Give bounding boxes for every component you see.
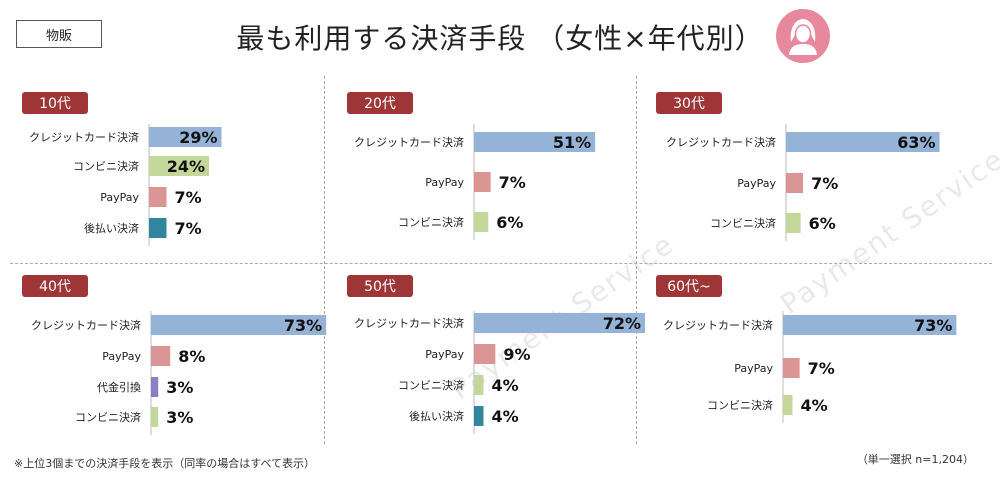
divider-vertical-right [636,76,637,444]
page-title: 最も利用する決済手段 （女性×年代別） [236,22,764,55]
data-label: 4% [801,396,828,415]
data-label: 73% [914,316,952,335]
bar-chart-30s: クレジットカード決済 63% PayPay 7% コンビニ決済 6% [666,124,940,241]
age-badge: 30代 [656,92,722,114]
woman-icon [776,9,830,63]
woman-icon-body [789,44,817,55]
bar [783,315,957,335]
bar [151,377,159,397]
chart-panel-60s: 60代~ クレジットカード決済 73% PayPay 7% コンビニ決済 4% [656,275,986,435]
category-label: コンビニ決済 [710,216,776,230]
data-label: 7% [808,359,835,378]
category-label: PayPay [737,177,776,190]
data-label: 63% [897,133,935,152]
age-badge: 50代 [347,275,413,297]
category-label: PayPay [734,362,773,375]
bar [474,375,484,395]
chart-panel-20s: 20代 クレジットカード決済 51% PayPay 7% コンビニ決済 6% [347,92,629,252]
data-label: 4% [492,376,519,395]
bar-chart-40s: クレジットカード決済 73% PayPay 8% 代金引換 3% コンビニ決済 3% [31,311,327,435]
bar [151,407,159,427]
bar-chart-20s: クレジットカード決済 51% PayPay 7% コンビニ決済 6% [354,124,596,240]
category-label: PayPay [425,176,464,189]
data-label: 3% [166,378,193,397]
data-label: 3% [166,408,193,427]
category-label: クレジットカード決済 [354,135,464,149]
bar [786,132,940,152]
age-badge: 40代 [22,275,88,297]
category-label: 代金引換 [97,380,141,394]
chart-panel-50s: 50代 クレジットカード決済 72% PayPay 9% コンビニ決済 4% 後払い決済 4% [347,275,645,435]
bar [786,213,801,233]
category-label: クレジットカード決済 [663,318,773,332]
data-label: 6% [496,213,523,232]
data-label: 24% [167,157,205,176]
bar [474,344,496,364]
chart-panel-30s: 30代 クレジットカード決済 63% PayPay 7% コンビニ決済 6% [656,92,986,252]
category-label: クレジットカード決済 [666,135,776,149]
divider-horizontal [10,263,992,264]
bar [786,173,804,193]
bar [474,313,645,333]
category-label: コンビニ決済 [75,410,141,424]
sample-size-note: （単一選択 n=1,204） [856,453,974,466]
bar-chart-50s: クレジットカード決済 72% PayPay 9% コンビニ決済 4% 後払い決済 4% [354,311,645,434]
category-label: PayPay [100,191,139,204]
bar [151,346,171,366]
data-label: 7% [499,173,526,192]
category-label: クレジットカード決済 [354,316,464,330]
data-label: 51% [553,133,591,152]
category-label: 後払い決済 [409,409,464,423]
age-badge: 10代 [22,92,88,114]
bar [149,218,167,238]
category-tag: 物販 [16,20,102,48]
bar-chart-60s: クレジットカード決済 73% PayPay 7% コンビニ決済 4% [663,311,957,423]
category-label: クレジットカード決済 [31,318,141,332]
data-label: 7% [811,174,838,193]
bar [149,127,222,147]
category-label: 後払い決済 [84,221,139,235]
bar-chart-10s: クレジットカード決済 29% コンビニ決済 24% PayPay 7% 後払い決済 7% [29,124,222,246]
bar [474,172,491,192]
data-label: 7% [175,188,202,207]
age-badge: 60代~ [656,275,722,297]
data-label: 8% [178,347,205,366]
bar [151,315,327,335]
data-label: 6% [809,214,836,233]
chart-panel-40s: 40代 クレジットカード決済 73% PayPay 8% 代金引換 3% コンビニ決済 3% [22,275,327,435]
data-label: 9% [503,345,530,364]
data-label: 72% [603,314,641,333]
data-label: 29% [179,128,217,147]
data-label: 73% [284,316,322,335]
data-label: 7% [175,219,202,238]
woman-icon-face [794,24,812,44]
category-label: コンビニ決済 [73,159,139,173]
category-label: PayPay [102,350,141,363]
bar [474,132,596,152]
footnote: ※上位3個までの決済手段を表示（同率の場合はすべて表示） [14,457,316,470]
category-label: PayPay [425,348,464,361]
data-label: 4% [492,407,519,426]
bar [474,406,484,426]
category-label: コンビニ決済 [398,215,464,229]
category-label: コンビニ決済 [398,378,464,392]
bar [783,358,800,378]
category-label: クレジットカード決済 [29,130,139,144]
age-badge: 20代 [347,92,413,114]
category-label: コンビニ決済 [707,398,773,412]
bar [149,187,167,207]
bar [149,156,209,176]
divider-vertical-left [324,76,325,444]
bar [474,212,489,232]
bar [783,395,793,415]
chart-panel-10s: 10代 クレジットカード決済 29% コンビニ決済 24% PayPay 7% 後払い決済 7… [22,92,322,252]
